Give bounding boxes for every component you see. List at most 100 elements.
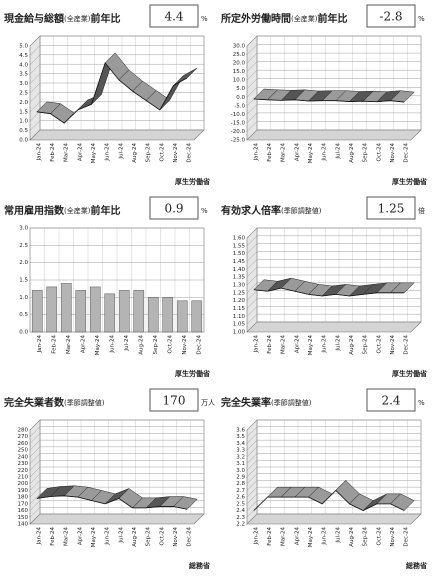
y-tick-label: 2.5 — [19, 91, 28, 97]
grid-line-side — [29, 419, 41, 431]
chart-panel: 現金給与総額(全産業)前年比 4.4 % 0.0 0.5 1.0 1.5 2.0 2.5 3.0 3… — [4, 4, 210, 186]
x-tick-label: Jun-24 — [322, 335, 328, 354]
x-tick-label: Feb-24 — [50, 527, 56, 546]
y-tick-label: 20.0 — [233, 61, 246, 67]
grid-line-side — [29, 480, 41, 491]
x-tick-label: Feb-24 — [50, 143, 56, 162]
grid-line-side — [246, 104, 258, 115]
y-tick-label: 2.0 — [19, 260, 28, 266]
grid-line-side — [29, 500, 41, 511]
bar — [133, 290, 145, 333]
x-tick-label: Jan-24 — [253, 143, 259, 162]
x-tick-label: Sep-24 — [146, 527, 152, 547]
source: 厚生労働省 — [392, 369, 427, 378]
grid-line-side — [246, 446, 258, 457]
x-tick-label: Oct-24 — [167, 335, 173, 354]
y-tick-label: 200 — [18, 481, 29, 487]
y-tick-label: 3.2 — [236, 454, 245, 460]
chart-panel: 完全失業者数(季節調整値) 170 万人1401501601701801902002… — [4, 388, 215, 570]
x-tick-label: Jun-24 — [322, 143, 328, 162]
grid-line-side — [246, 298, 258, 309]
y-tick-label: 0.0 — [19, 330, 28, 336]
grid-line-side — [29, 73, 41, 84]
x-tick-label: Mar-24 — [281, 335, 287, 355]
x-tick-label: Oct-24 — [376, 143, 382, 162]
y-tick-label: 4.0 — [19, 62, 28, 68]
x-tick-label: Mar-24 — [64, 143, 70, 163]
unit: % — [201, 15, 208, 23]
x-tick-label: Jan-24 — [36, 527, 42, 546]
x-tick-label: Nov-24 — [173, 143, 179, 163]
x-tick-label: Apr-24 — [294, 335, 300, 354]
grid-line-side — [246, 44, 258, 55]
x-tick-label: May-24 — [308, 143, 314, 164]
y-tick-label: 25.0 — [233, 52, 246, 58]
chart-title: 所定外労働時間(全産業)前年比 — [221, 12, 347, 25]
x-tick-label: Feb-24 — [267, 527, 273, 546]
y-tick-label: 3.3 — [236, 448, 245, 454]
grid-line-side — [246, 78, 258, 89]
grid-line-side — [246, 52, 258, 64]
x-tick-label: Jul-24 — [335, 527, 341, 544]
x-tick-label: Aug-24 — [349, 335, 355, 355]
grid-line-side — [29, 473, 41, 484]
grid-line-side — [246, 227, 258, 239]
bar — [75, 290, 87, 333]
y-tick-label: 150 — [18, 515, 29, 521]
title-main: 完全失業者数 — [4, 396, 65, 409]
title-suffix: 前年比 — [317, 12, 347, 25]
title-main: 所定外労働時間 — [221, 12, 291, 25]
y-tick-label: 1.35 — [233, 275, 246, 281]
grid-line-side — [246, 473, 258, 484]
grid-line-side — [29, 92, 41, 103]
y-tick-label: 0.0 — [19, 138, 28, 144]
y-tick-label: 2.9 — [236, 475, 245, 481]
side-wall — [246, 35, 258, 141]
x-tick-label: Aug-24 — [349, 527, 355, 547]
x-tick-label: Jun-24 — [109, 335, 115, 354]
x-tick-label: Jul-24 — [118, 143, 124, 160]
y-tick-label: 3.6 — [236, 428, 245, 434]
grid-line-side — [246, 493, 258, 504]
series-line — [253, 489, 405, 512]
y-tick-label: 140 — [18, 522, 29, 528]
latest-value: 170 — [163, 394, 186, 408]
x-tick-label: Apr-24 — [77, 527, 83, 546]
y-tick-label: 2.2 — [236, 522, 245, 528]
y-tick-label: -25.0 — [231, 138, 246, 144]
unit: % — [418, 15, 425, 23]
series-line — [36, 495, 188, 510]
y-tick-label: 230 — [18, 461, 29, 467]
x-tick-label: Nov-24 — [182, 335, 188, 355]
x-tick-label: Apr-24 — [294, 527, 300, 546]
x-tick-label: Oct-24 — [376, 335, 382, 354]
y-tick-label: 1.40 — [233, 267, 246, 273]
bar — [162, 297, 174, 333]
y-tick-label: 2.8 — [236, 481, 245, 487]
y-tick-label: 10.0 — [233, 78, 246, 84]
x-tick-label: May-24 — [91, 527, 97, 548]
grid-line-side — [246, 87, 258, 98]
x-tick-label: Apr-24 — [80, 335, 86, 354]
x-tick-label: Sep-24 — [146, 143, 152, 163]
grid-line-side — [29, 493, 41, 504]
x-tick-label: Jun-24 — [322, 527, 328, 546]
x-tick-label: Feb-24 — [267, 143, 273, 162]
x-tick-label: Aug-24 — [132, 527, 138, 547]
bar — [147, 297, 159, 333]
chart-title: 有効求人倍率(季節調整値) — [221, 204, 322, 217]
source: 総務省 — [406, 561, 427, 570]
x-tick-label: Aug-24 — [138, 335, 144, 355]
y-tick-label: 240 — [18, 454, 29, 460]
y-tick-label: 210 — [18, 475, 29, 481]
y-tick-label: -5.0 — [234, 103, 245, 109]
grid-line-side — [246, 274, 258, 286]
y-tick-label: 15.0 — [233, 69, 246, 75]
title-suffix: 前年比 — [90, 204, 120, 217]
unit: 倍 — [418, 206, 425, 215]
x-tick-label: Nov-24 — [390, 143, 396, 163]
x-tick-label: Apr-24 — [294, 143, 300, 162]
grid-line-side — [246, 314, 258, 325]
x-tick-label: May-24 — [308, 527, 314, 548]
chart-panel: 所定外労働時間(全産業)前年比 -2.8 % -25.0 -20.0 -15.0 -10.0… — [221, 4, 427, 186]
